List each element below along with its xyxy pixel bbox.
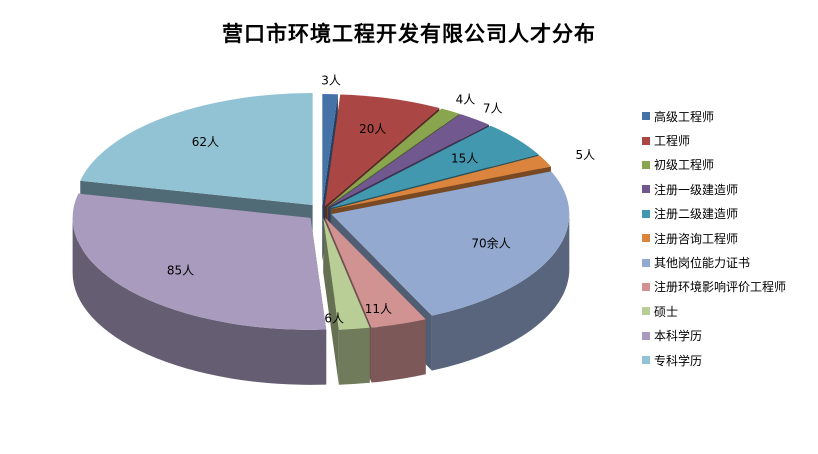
legend-item: 注册一级建造师	[642, 177, 786, 201]
legend-swatch	[642, 209, 650, 218]
slice-top-face	[331, 155, 551, 210]
legend-swatch	[642, 112, 650, 121]
legend-label: 其他岗位能力证书	[654, 256, 751, 271]
legend-item: 其他岗位能力证书	[642, 250, 786, 274]
data-label: 62人	[192, 135, 219, 149]
legend-label: 初级工程师	[654, 158, 715, 173]
slice-top-face	[324, 94, 440, 207]
slice-top-face	[325, 217, 426, 328]
chart-title: 营口市环境工程开发有限公司人才分布	[222, 22, 596, 46]
legend-item: 注册环境影响评价工程师	[642, 275, 786, 299]
legend-item: 注册二级建造师	[642, 202, 786, 226]
data-label: 3人	[321, 74, 341, 88]
slice-top-face	[327, 108, 460, 207]
slice-top-face	[331, 171, 570, 316]
slice-side-face	[323, 217, 339, 385]
legend-label: 本科学历	[654, 329, 703, 344]
legend-swatch	[642, 356, 650, 365]
legend-label: 专科学历	[654, 353, 703, 368]
slice-outer-wall	[371, 319, 426, 383]
legend-label: 注册环境影响评价工程师	[654, 280, 787, 295]
legend-item: 高级工程师	[642, 104, 786, 128]
data-label: 11人	[365, 302, 392, 316]
slice-outer-wall	[431, 214, 570, 371]
legend-item: 工程师	[642, 128, 786, 152]
slice-outer-wall	[72, 217, 327, 385]
data-label: 6人	[324, 312, 344, 326]
data-label: 7人	[483, 102, 503, 116]
legend-item: 注册咨询工程师	[642, 226, 786, 250]
data-label: 4人	[456, 93, 476, 107]
slice-outer-wall	[338, 327, 370, 385]
legend-label: 注册一级建造师	[654, 182, 739, 197]
slice-top-face	[72, 193, 327, 330]
legend-swatch	[642, 160, 650, 169]
slice-top-face	[323, 217, 370, 330]
legend-swatch	[642, 258, 650, 267]
legend-label: 注册二级建造师	[654, 207, 739, 222]
legend-swatch	[642, 307, 650, 316]
pie-slice-8	[323, 217, 370, 385]
legend-item: 专科学历	[642, 348, 786, 372]
legend-swatch	[642, 282, 650, 291]
legend-label: 硕士	[654, 304, 679, 319]
legend-label: 注册咨询工程师	[654, 231, 739, 246]
legend-item: 初级工程师	[642, 153, 786, 177]
legend-item: 硕士	[642, 299, 786, 323]
slice-top-face	[329, 125, 539, 209]
data-label: 15人	[451, 152, 478, 166]
legend-swatch	[642, 136, 650, 145]
slice-top-face	[328, 114, 489, 208]
data-label: 85人	[167, 263, 194, 277]
slice-top-face	[80, 92, 313, 205]
legend-label: 高级工程师	[654, 109, 715, 124]
legend-swatch	[642, 234, 650, 243]
legend: 高级工程师工程师初级工程师注册一级建造师 注册二级建造师 注册咨询工程师 其他岗位能力…	[642, 104, 786, 372]
legend-swatch	[642, 185, 650, 194]
data-label: 70余人	[471, 235, 510, 250]
legend-item: 本科学历	[642, 324, 786, 348]
data-label: 20人	[359, 122, 386, 136]
pie-slice-9	[72, 193, 327, 385]
slice-top-face	[322, 94, 338, 207]
legend-label: 工程师	[654, 134, 691, 149]
data-label: 5人	[576, 148, 596, 162]
legend-swatch	[642, 331, 650, 340]
